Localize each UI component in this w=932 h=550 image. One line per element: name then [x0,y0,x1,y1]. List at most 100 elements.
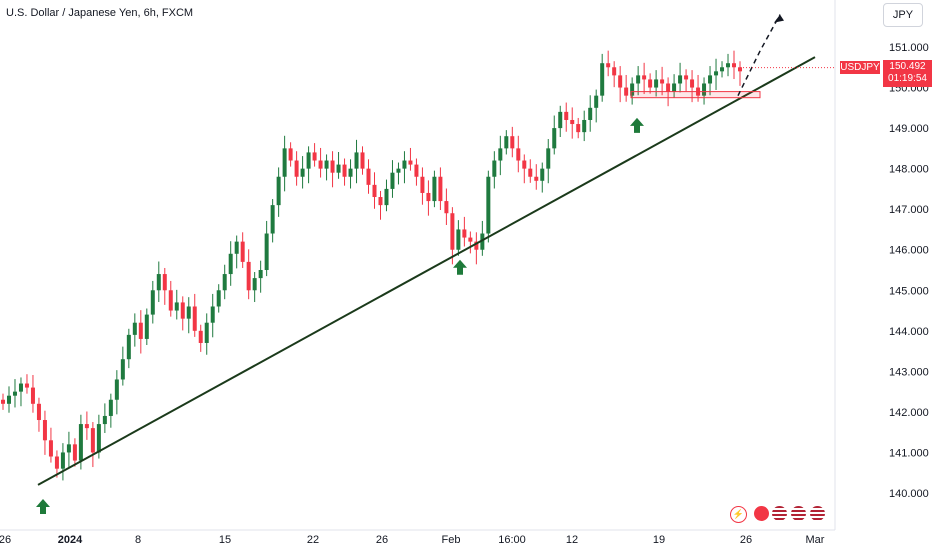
candle [312,143,317,167]
us-flag-icon-3[interactable] [810,506,825,521]
y-tick-label: 142.000 [889,407,929,419]
y-tick-label: 149.000 [889,123,929,135]
candle [564,102,569,132]
candle [534,164,539,190]
candle [72,438,77,467]
candle [234,235,239,269]
candle [648,73,653,94]
y-tick-label: 151.000 [889,42,929,54]
candle [492,151,497,189]
candle [336,152,341,179]
candle [540,162,545,193]
candle [246,249,251,300]
candle [42,410,47,455]
candle [192,293,197,337]
flash-icon[interactable]: ⚡ [730,506,747,523]
x-tick-label: Mar [806,534,825,546]
candle [294,151,299,186]
candle [660,66,665,96]
candle [720,61,725,78]
candle [516,135,521,173]
currency-selector[interactable]: JPY [883,3,923,27]
candle [510,126,515,158]
candle [168,280,173,317]
x-tick-label: 8 [135,534,141,546]
candle [390,160,395,198]
candle [468,231,473,254]
candle [270,199,275,243]
x-tick-label: 19 [653,534,665,546]
candle [702,77,707,105]
y-tick-label: 148.000 [889,164,929,176]
candle [216,284,221,313]
candle [90,422,95,468]
candle [48,427,53,463]
candle [102,403,107,433]
us-flag-icon-2[interactable] [791,506,806,521]
support-zone[interactable] [630,91,761,99]
candle [606,50,611,77]
candle [6,386,11,413]
candle [414,158,419,186]
up-arrow-icon [453,259,467,275]
candle [342,158,347,186]
trendline[interactable] [37,56,816,486]
candle [318,147,323,178]
candle [690,70,695,103]
candle [630,77,635,105]
y-tick-label: 147.000 [889,204,929,216]
candle [618,66,623,103]
up-arrow-icon [630,117,644,133]
y-tick-label: 146.000 [889,245,929,257]
candle [282,135,287,192]
candle [276,167,281,217]
candle [588,95,593,132]
y-tick-label: 145.000 [889,285,929,297]
candle [150,280,155,324]
x-tick-label: Feb [442,534,461,546]
y-tick-label: 141.000 [889,447,929,459]
candle [372,172,377,209]
candle [360,146,365,175]
record-icon[interactable] [754,506,769,521]
candle [450,207,455,265]
projection-path[interactable] [737,14,781,96]
x-tick-label: 26 [740,534,752,546]
us-flag-icon[interactable] [772,506,787,521]
chart-title: U.S. Dollar / Japanese Yen, 6h, FXCM [6,7,194,19]
y-tick-label: 144.000 [889,326,929,338]
candle [288,142,293,167]
candle [324,154,329,181]
candle [18,377,23,407]
candle [462,216,467,247]
candle [222,264,227,300]
candle [642,62,647,95]
candle [258,260,263,293]
candle [186,297,191,334]
candle [24,374,29,394]
candle [60,443,65,481]
candle [330,151,335,188]
x-tick-label: 26 [0,534,11,546]
up-arrow-icon [36,498,50,514]
y-tick-label: 143.000 [889,366,929,378]
candle [108,393,113,428]
candle [252,272,257,303]
candle [198,324,203,352]
bar-countdown: 01:19:54 [888,73,927,84]
candle [1,393,5,410]
candle [54,450,59,478]
candle [204,313,209,355]
candle [600,53,605,102]
candle [300,156,305,189]
candle [432,170,437,208]
last-price-tag: 150.492 01:19:54 [883,60,932,87]
candle [486,170,491,243]
candle [138,310,143,354]
candle [684,69,689,92]
candle [624,74,629,102]
candle [228,241,233,286]
candle [120,346,125,386]
candle [738,61,742,86]
